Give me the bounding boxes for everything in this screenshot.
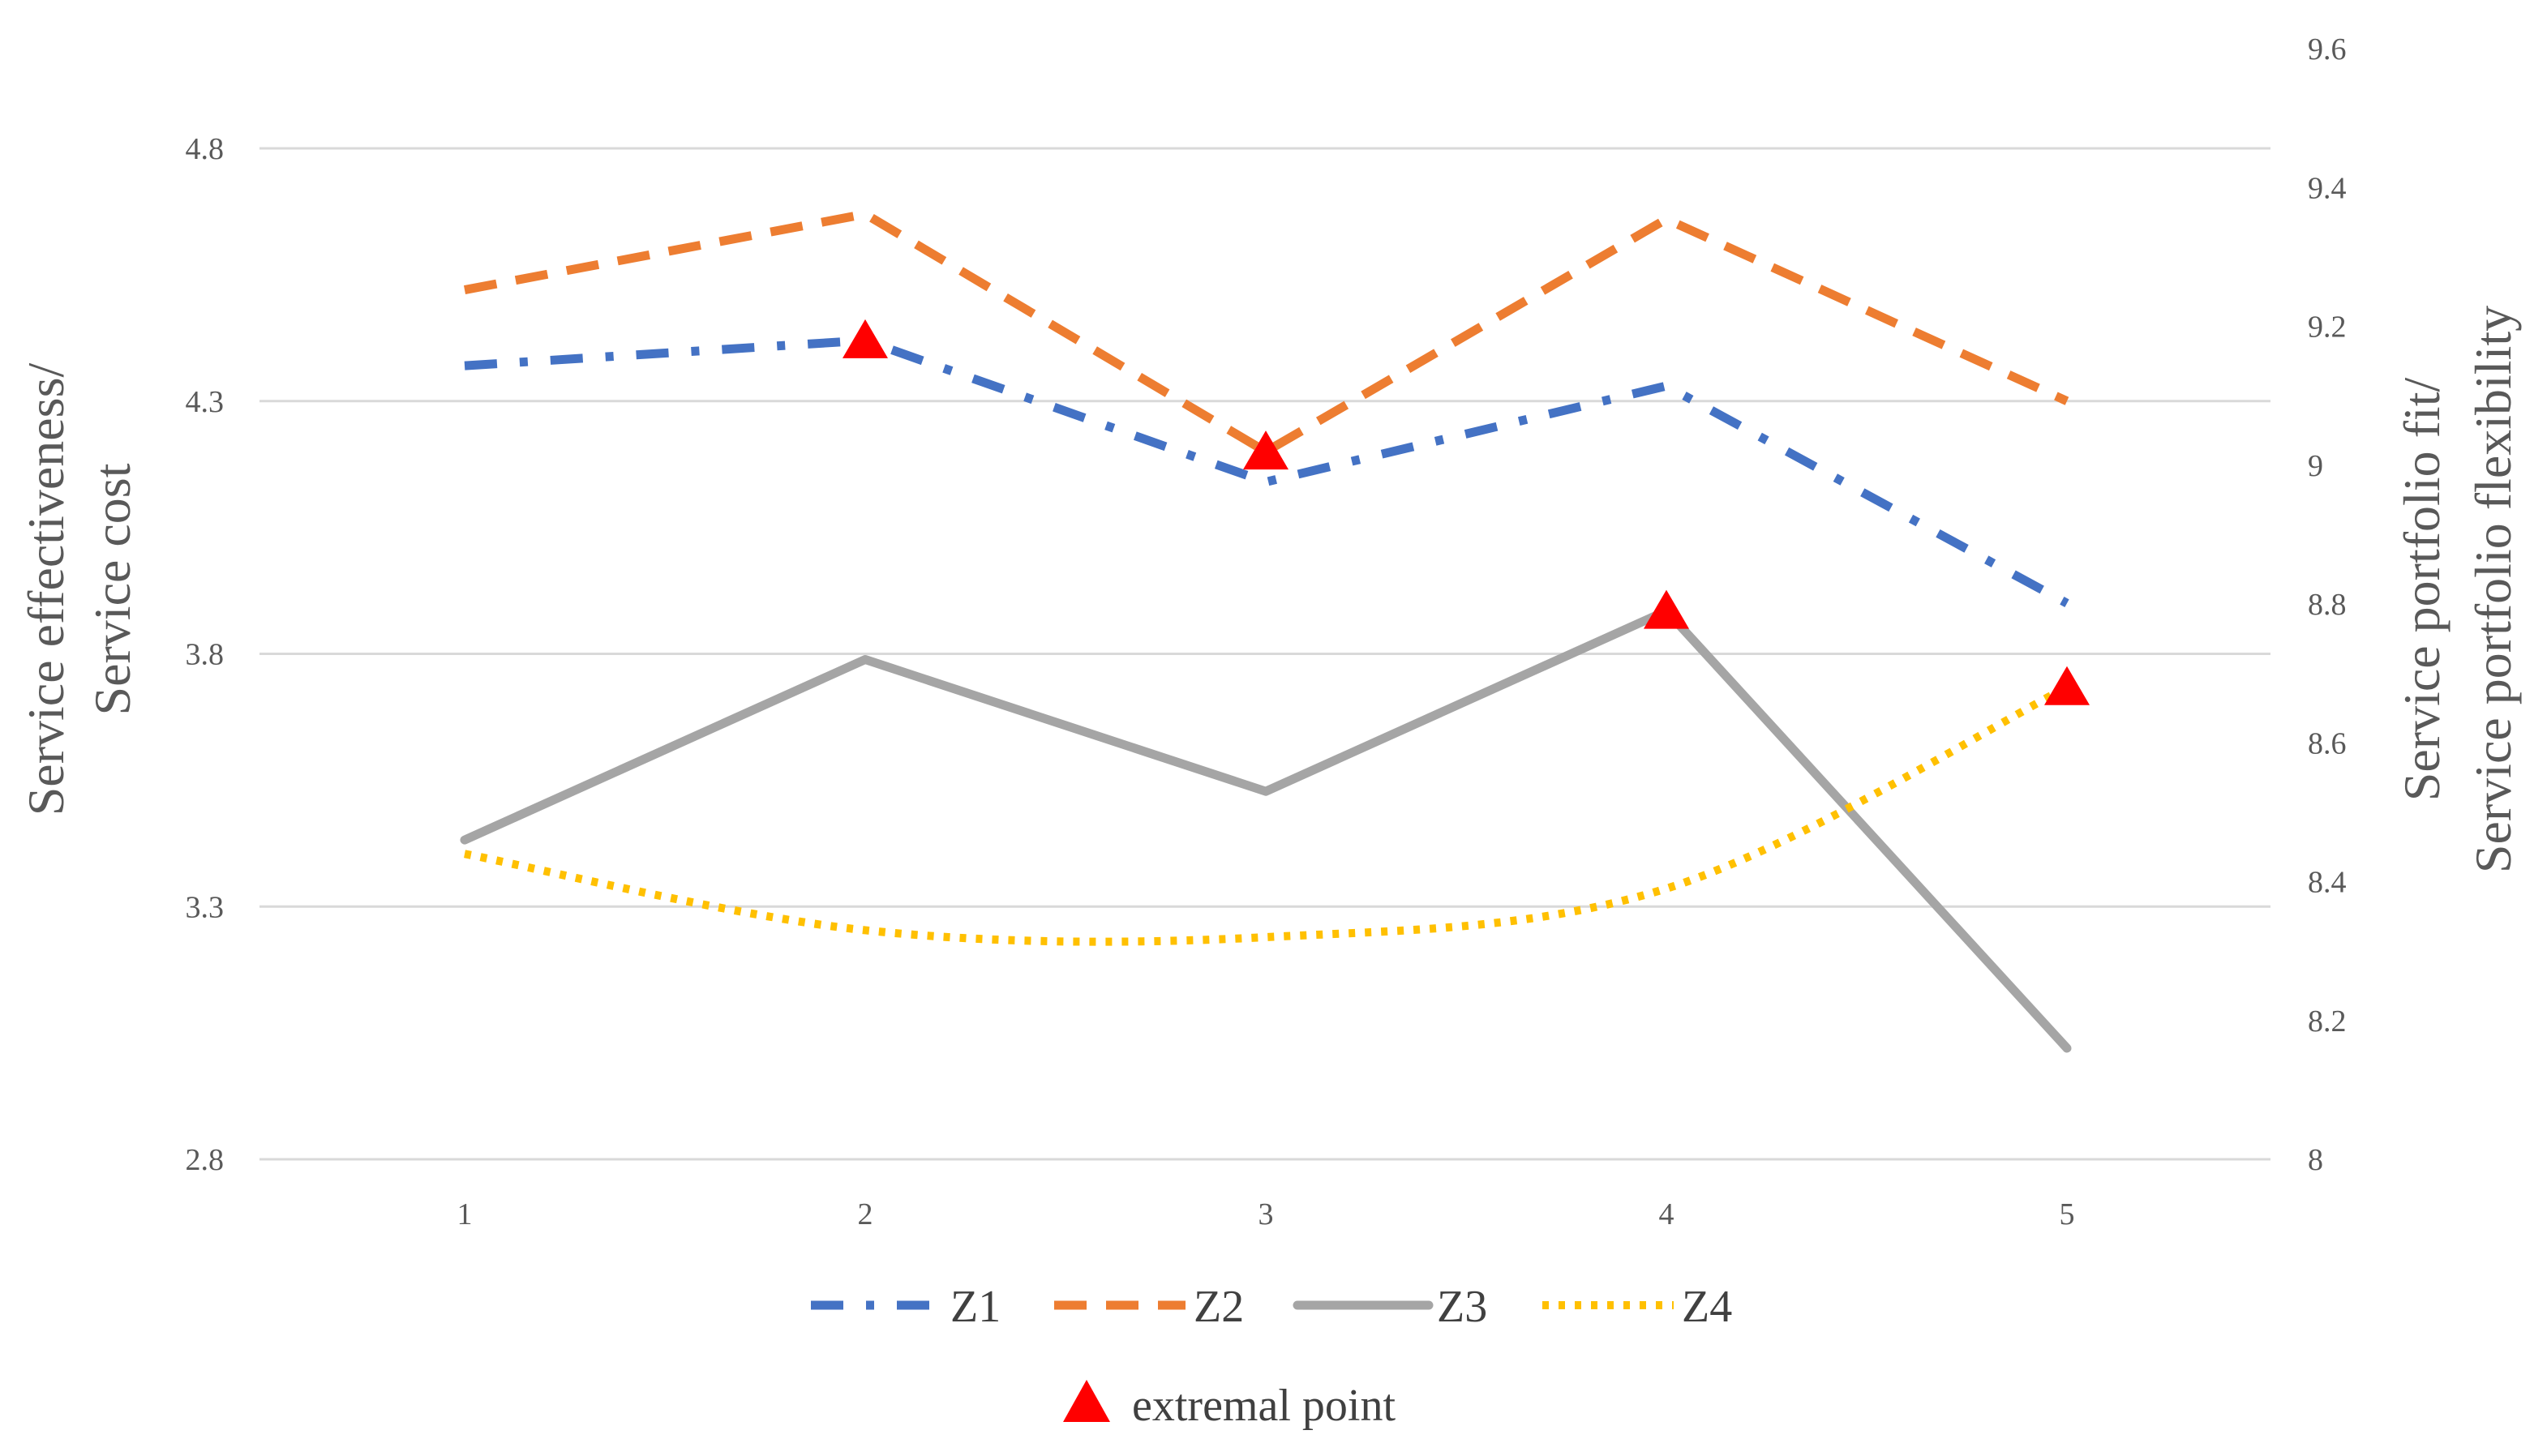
extremal-markers bbox=[843, 319, 2090, 705]
right-axis-title: Service portfolio fit/ Service portfolio… bbox=[2393, 306, 2522, 873]
right-tick-label: 9.4 bbox=[2308, 171, 2347, 205]
right-tick-label: 8.4 bbox=[2308, 866, 2347, 900]
right-axis-ticks: 8 8.2 8.4 8.6 8.8 9 9.2 9.4 9.6 bbox=[2308, 32, 2347, 1177]
right-tick-label: 8.6 bbox=[2308, 726, 2347, 760]
left-tick-label: 2.8 bbox=[186, 1143, 225, 1177]
x-axis-ticks: 1 2 3 4 5 bbox=[457, 1197, 2075, 1231]
extremal-legend: extremal point bbox=[1063, 1380, 1396, 1431]
right-axis-title-line-1: Service portfolio fit/ bbox=[2393, 378, 2451, 802]
legend-label-z2: Z2 bbox=[1194, 1282, 1244, 1332]
left-axis-title-line-1: Service effectiveness/ bbox=[17, 363, 75, 816]
left-tick-label: 3.8 bbox=[186, 638, 225, 672]
series-line-z1 bbox=[464, 336, 2069, 607]
extremal-marker-z1 bbox=[843, 319, 888, 358]
left-tick-label: 4.8 bbox=[186, 132, 225, 166]
series-line-z2 bbox=[463, 209, 2069, 456]
series-line-z3 bbox=[460, 606, 2072, 1053]
left-axis-title-line-2: Service cost bbox=[84, 463, 141, 715]
legend: Z1 Z2 Z3 Z4 bbox=[811, 1282, 1732, 1332]
extremal-legend-label: extremal point bbox=[1132, 1381, 1396, 1431]
extremal-legend-triangle-icon bbox=[1063, 1380, 1110, 1422]
left-tick-label: 3.3 bbox=[186, 890, 225, 924]
left-axis-title: Service effectiveness/ Service cost bbox=[17, 363, 141, 816]
right-tick-label: 9 bbox=[2308, 449, 2323, 483]
legend-label-z3: Z3 bbox=[1437, 1282, 1487, 1332]
right-axis-title-line-2: Service portfolio flexibility bbox=[2464, 306, 2522, 873]
series-lines bbox=[460, 209, 2072, 1053]
right-tick-label: 9.2 bbox=[2308, 310, 2347, 345]
legend-label-z1: Z1 bbox=[950, 1282, 1001, 1332]
right-tick-label: 8.8 bbox=[2308, 588, 2347, 622]
x-tick-label: 5 bbox=[2060, 1197, 2075, 1231]
x-tick-label: 2 bbox=[858, 1197, 873, 1231]
x-tick-label: 1 bbox=[457, 1197, 473, 1231]
left-tick-label: 4.3 bbox=[186, 385, 225, 419]
extremal-marker-z3 bbox=[1644, 589, 1689, 629]
grid-lines bbox=[259, 147, 2270, 1161]
right-tick-label: 8 bbox=[2308, 1143, 2323, 1177]
x-tick-label: 4 bbox=[1659, 1197, 1674, 1231]
extremal-marker-z4 bbox=[2044, 666, 2090, 705]
right-tick-label: 9.6 bbox=[2308, 32, 2347, 66]
x-tick-label: 3 bbox=[1258, 1197, 1274, 1231]
legend-label-z4: Z4 bbox=[1682, 1282, 1732, 1332]
series-line-z4 bbox=[464, 683, 2069, 946]
right-tick-label: 8.2 bbox=[2308, 1004, 2347, 1038]
left-axis-ticks: 2.8 3.3 3.8 4.3 4.8 bbox=[186, 132, 225, 1177]
extremal-marker-z2 bbox=[1243, 430, 1289, 470]
